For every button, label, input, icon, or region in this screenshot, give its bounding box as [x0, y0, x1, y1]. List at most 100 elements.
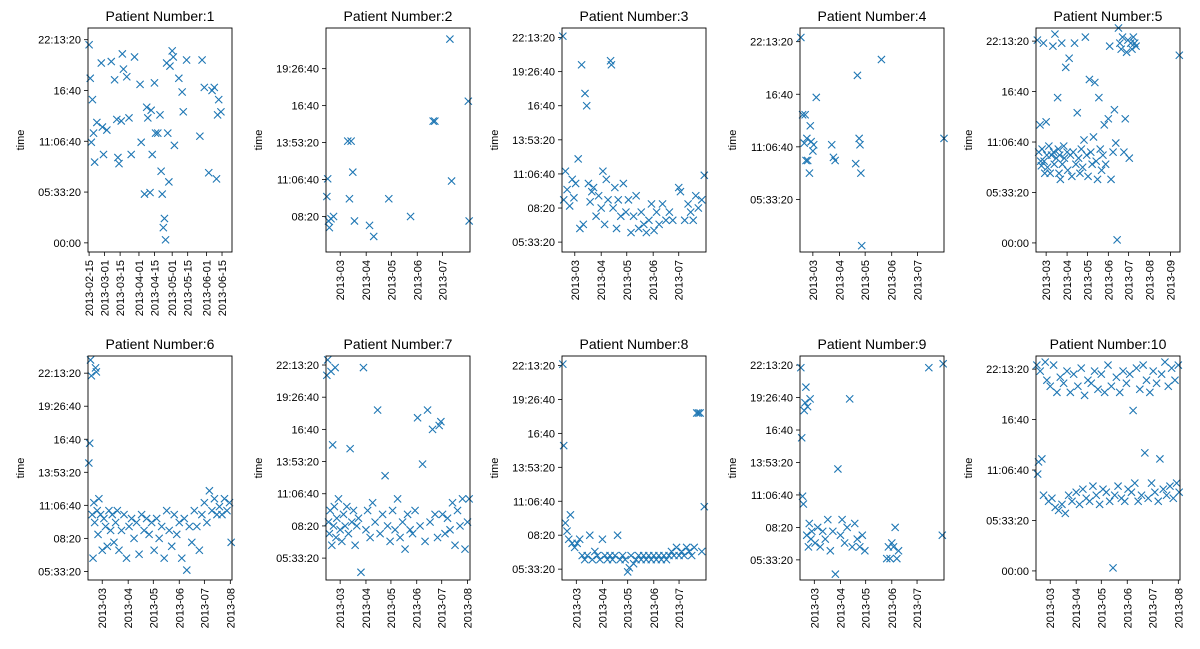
panel-5-point: [1082, 151, 1091, 160]
panel-5-xtick-label: 2013-09: [1166, 260, 1178, 300]
panel-7-point: [433, 533, 442, 542]
panel-10-xtick-label: 2013-05: [1096, 588, 1108, 628]
panel-4-point: [827, 140, 836, 149]
panel-7-frame: [325, 355, 471, 581]
panel-6-frame: [87, 355, 233, 581]
panel-10-point: [1130, 479, 1139, 488]
panel-1-xtick-label: 2013-04-15: [149, 260, 161, 316]
panel-2-ytick-label: 19:26:40: [276, 64, 319, 76]
panel-5-point: [1075, 169, 1084, 178]
panel-5-point: [1043, 163, 1052, 172]
panel-1-point: [98, 123, 107, 132]
panel-5-xtick-label: 2013-06: [1103, 260, 1115, 300]
panel-10-point: [1057, 500, 1066, 509]
panel-6-ytick-label: 08:20: [53, 533, 81, 545]
panel-3-point: [614, 195, 623, 204]
panel-1-point: [89, 129, 98, 138]
panel-9-point: [826, 546, 835, 555]
panel-10-point: [1049, 361, 1058, 370]
panel-8-point: [623, 567, 632, 576]
panel-10-point: [1069, 370, 1078, 379]
panel-3-point: [655, 220, 664, 229]
panel-3-point: [565, 201, 574, 210]
panel-6-point: [195, 546, 204, 555]
panel-1-point: [142, 103, 151, 112]
panel-10-point: [1172, 479, 1181, 488]
panel-5-point: [1097, 166, 1106, 175]
panel-9-point: [801, 398, 810, 407]
panel-6-point: [88, 510, 97, 519]
panel-1-point: [85, 40, 94, 49]
panel-8-ytick-label: 22:13:20: [512, 361, 555, 373]
panel-9-point: [797, 433, 806, 442]
panel-3-point: [607, 60, 616, 69]
panel-3-point: [627, 228, 636, 237]
panel-1-xtick-label: 2013-03-01: [100, 260, 112, 316]
panel-5-xtick-label: 2013-05: [1082, 260, 1094, 300]
panel-8-point: [690, 543, 699, 552]
panel-5-point: [1132, 42, 1141, 51]
panel-10-point: [1104, 361, 1112, 370]
panel-7-ytick-label: 19:26:40: [276, 392, 319, 404]
panel-1-point: [161, 235, 170, 244]
panel-8-point: [585, 531, 594, 540]
panel-10-point: [1137, 491, 1146, 500]
panel-9-point: [848, 542, 857, 551]
panel-1-point: [204, 168, 213, 177]
panel-3-point: [661, 216, 670, 225]
panel-9-point: [803, 402, 812, 411]
panel-5-point: [1094, 93, 1103, 102]
panel-6-xtick-label: 2013-06: [174, 588, 186, 628]
panel-1-xtick-label: 2013-05-01: [167, 260, 179, 316]
panel-9-point: [831, 570, 840, 579]
panel-9-point: [855, 542, 864, 551]
panel-6-point: [157, 522, 166, 531]
panel-1-point: [179, 107, 188, 116]
panel-6-point: [180, 514, 189, 523]
panel-3-ytick-label: 22:13:20: [512, 33, 555, 45]
panel-3-point: [609, 204, 618, 213]
panel-9-frame: [799, 355, 945, 581]
panel-7-xtick-label: 2013-04: [361, 588, 373, 628]
panel-6-point: [89, 554, 98, 563]
panel-2-xtick-label: 2013-04: [361, 260, 373, 300]
panel-10-point: [1077, 364, 1086, 373]
panel-9-point: [801, 383, 810, 392]
panel-3-xtick-label: 2013-05: [622, 260, 634, 300]
panel-8-point: [575, 535, 584, 544]
panel-7-point: [329, 521, 338, 530]
panel-9-point: [850, 519, 859, 528]
panel-10-point: [1154, 497, 1163, 506]
panel-6-title: Patient Number:6: [106, 336, 215, 352]
panel-6-point: [187, 538, 196, 547]
panel-10-point: [1088, 482, 1097, 491]
panel-1-point: [127, 150, 136, 159]
panel-9-ytick-label: 16:40: [765, 425, 793, 437]
panel-6-point: [165, 526, 174, 535]
panel-5-point: [1122, 48, 1131, 57]
panel-8-ytick-label: 16:40: [527, 428, 555, 440]
panel-7-xtick-label: 2013-08: [463, 588, 475, 628]
panel-10-xtick-label: 2013-03: [1045, 588, 1057, 628]
panel-7-point: [328, 440, 337, 449]
panel-6-point: [155, 534, 164, 543]
panel-10-point: [1036, 367, 1045, 376]
panel-8-point: [611, 551, 620, 560]
panel-5-point: [1040, 157, 1049, 166]
panel-1-ylabel: time: [15, 130, 27, 151]
panel-4: Patient Number:4 time 05:33:20 11:06:40 16:4…: [727, 8, 948, 300]
panel-7-ytick-label: 11:06:40: [277, 489, 319, 501]
panel-3-xtick-label: 2013-03: [570, 260, 582, 300]
panel-5-point: [1053, 93, 1062, 102]
panel-2-ytick-label: 11:06:40: [277, 175, 319, 187]
panel-3-ytick-label: 08:20: [527, 203, 555, 215]
panel-10-point: [1144, 494, 1153, 503]
panel-5-point: [1096, 145, 1105, 154]
panel-6-point: [227, 538, 236, 547]
panel-5-point: [1070, 39, 1079, 48]
panel-10-xtick-label: 2013-08: [1173, 588, 1185, 628]
panel-8-point: [621, 555, 630, 564]
panel-2-point: [465, 216, 474, 225]
panel-1-frame: [87, 27, 233, 253]
panel-1-point: [160, 214, 169, 223]
